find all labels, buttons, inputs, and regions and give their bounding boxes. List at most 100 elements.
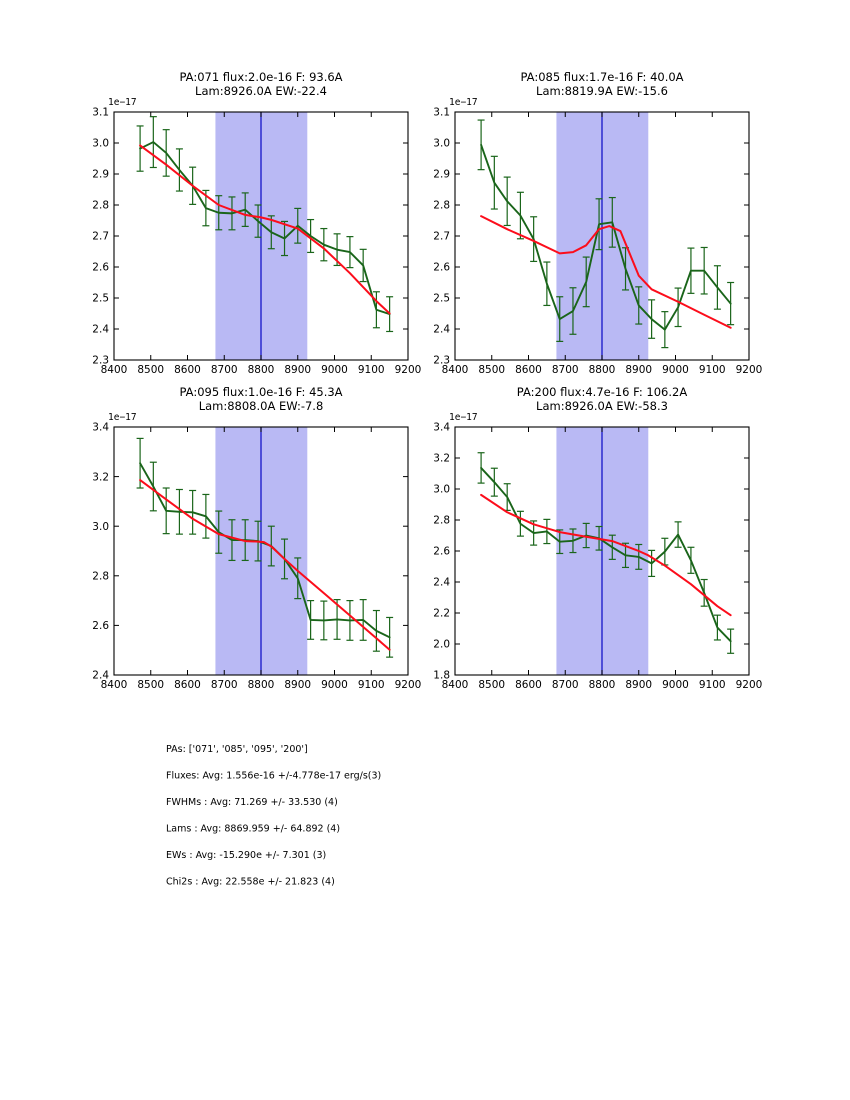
panel-title-line2: Lam:8926.0A EW:-58.3 [536,399,668,413]
y-tick-label: 2.3 [92,355,109,367]
fit-curve [480,215,732,329]
panel-PA-071: PA:071 flux:2.0e-16 F: 93.6ALam:8926.0A … [92,70,421,376]
x-tick-label: 9200 [736,679,763,691]
x-tick-label: 8400 [442,679,469,691]
y-tick-label: 2.4 [433,577,450,589]
y-tick-label: 3.0 [92,521,109,533]
y-tick-label: 2.8 [433,515,450,527]
x-tick-label: 8800 [589,679,616,691]
x-tick-label: 9100 [358,364,385,376]
y-tick-label: 2.8 [92,571,109,583]
x-tick-label: 9200 [736,364,763,376]
x-tick-label: 8700 [552,364,579,376]
x-tick-label: 8600 [515,679,542,691]
y-axis-offset-label: 1e−17 [108,412,137,423]
x-tick-label: 8400 [442,364,469,376]
x-tick-label: 8600 [174,364,201,376]
x-tick-label: 9200 [395,364,422,376]
x-tick-label: 8700 [552,679,579,691]
panel-title-line2: Lam:8819.9A EW:-15.6 [536,84,668,98]
panel-title-line1: PA:095 flux:1.0e-16 F: 45.3A [179,385,342,399]
y-axis-offset-label: 1e−17 [108,97,137,108]
x-tick-label: 9100 [699,679,726,691]
y-axis-offset-label: 1e−17 [449,97,478,108]
x-tick-label: 9000 [662,364,689,376]
x-tick-label: 8800 [248,679,275,691]
axis-frame [454,111,750,361]
y-tick-label: 3.1 [92,107,109,119]
y-tick-label: 3.0 [92,138,109,150]
y-tick-label: 2.7 [92,231,109,243]
x-tick-label: 8500 [478,679,505,691]
x-tick-label: 8800 [248,364,275,376]
x-tick-label: 9100 [358,679,385,691]
y-tick-label: 3.0 [433,138,450,150]
spectrum-curve [480,466,732,643]
y-tick-label: 3.4 [433,422,450,434]
x-tick-label: 8700 [211,364,238,376]
y-tick-label: 2.6 [92,620,109,632]
y-tick-label: 3.2 [433,453,450,465]
panel-title-line1: PA:200 flux:4.7e-16 F: 106.2A [517,385,688,399]
x-tick-label: 8900 [284,679,311,691]
spectrum-curve [139,141,391,316]
y-tick-label: 2.8 [433,200,450,212]
x-tick-label: 8500 [478,364,505,376]
x-tick-label: 9000 [662,679,689,691]
x-tick-label: 8600 [174,679,201,691]
x-tick-label: 8400 [101,679,128,691]
y-tick-label: 3.2 [92,471,109,483]
y-tick-label: 3.1 [433,107,450,119]
x-tick-label: 8900 [625,364,652,376]
y-tick-label: 2.5 [92,293,109,305]
summary-text-block: PAs: ['071', '085', '095', '200'] Fluxes:… [166,744,381,888]
summary-line: EWs : Avg: -15.290e +/- 7.301 (3) [166,850,326,861]
x-tick-label: 9000 [321,364,348,376]
y-tick-label: 2.9 [92,169,109,181]
summary-line: Lams : Avg: 8869.959 +/- 64.892 (4) [166,824,340,835]
axis-frame [454,426,750,676]
y-tick-label: 2.6 [92,262,109,274]
y-tick-label: 2.3 [433,355,450,367]
fit-curve [480,493,732,617]
panel-title-line1: PA:085 flux:1.7e-16 F: 40.0A [520,70,683,84]
axis-frame [113,111,409,361]
x-tick-label: 9200 [395,679,422,691]
panel-title-line2: Lam:8808.0A EW:-7.8 [199,399,324,413]
panel-title-line2: Lam:8926.0A EW:-22.4 [195,84,327,98]
y-tick-label: 2.4 [92,670,109,682]
y-tick-label: 2.9 [433,169,450,181]
axis-frame [113,426,409,676]
y-tick-label: 2.5 [433,293,450,305]
panel-PA-085: PA:085 flux:1.7e-16 F: 40.0ALam:8819.9A … [433,70,762,376]
fit-curve [139,144,391,315]
panel-grid: PA:071 flux:2.0e-16 F: 93.6ALam:8926.0A … [92,70,762,691]
summary-line: PAs: ['071', '085', '095', '200'] [166,744,308,755]
x-tick-label: 8700 [211,679,238,691]
x-tick-label: 9100 [699,364,726,376]
y-tick-label: 2.6 [433,546,450,558]
x-tick-label: 8900 [284,364,311,376]
panel-PA-200: PA:200 flux:4.7e-16 F: 106.2ALam:8926.0A… [433,385,762,691]
x-tick-label: 8400 [101,364,128,376]
y-tick-label: 2.2 [433,608,450,620]
summary-line: Chi2s : Avg: 22.558e +/- 21.823 (4) [166,877,335,888]
panel-title-line1: PA:071 flux:2.0e-16 F: 93.6A [179,70,342,84]
y-axis-offset-label: 1e−17 [449,412,478,423]
panel-PA-095: PA:095 flux:1.0e-16 F: 45.3ALam:8808.0A … [92,385,421,691]
y-tick-label: 2.7 [433,231,450,243]
spectrum-curve [480,143,732,331]
y-tick-label: 2.8 [92,200,109,212]
x-tick-label: 8800 [589,364,616,376]
summary-line: Fluxes: Avg: 1.556e-16 +/-4.778e-17 erg/… [166,771,381,782]
y-tick-label: 1.8 [433,670,450,682]
x-tick-label: 8600 [515,364,542,376]
fit-curve [139,479,391,651]
y-tick-label: 2.4 [433,324,450,336]
x-tick-label: 8500 [137,679,164,691]
summary-line: FWHMs : Avg: 71.269 +/- 33.530 (4) [166,797,338,808]
y-tick-label: 2.4 [92,324,109,336]
y-tick-label: 3.0 [433,484,450,496]
